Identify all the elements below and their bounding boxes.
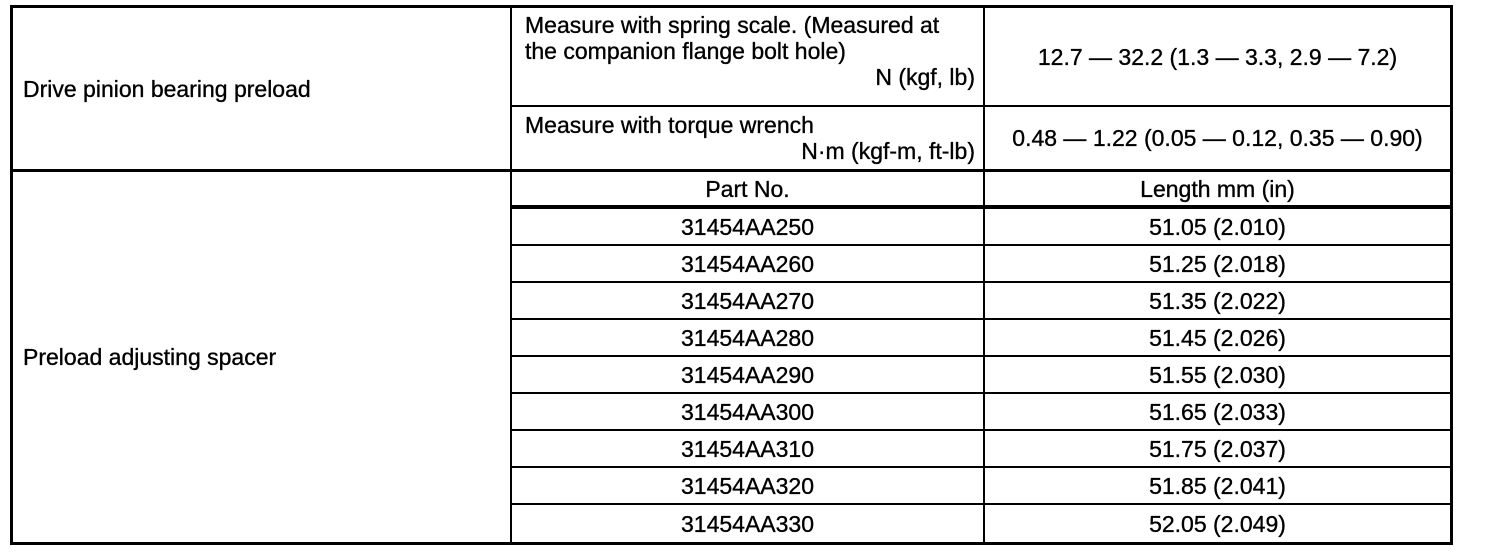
part-no-value: 31454AA300 — [680, 398, 814, 425]
length-header-text: Length mm (in) — [1140, 175, 1295, 202]
part-no-value: 31454AA310 — [680, 435, 814, 462]
spring-scale-value: 12.7 — 32.2 (1.3 — 3.3, 2.9 — 7.2) — [1037, 43, 1398, 70]
torque-wrench-unit: N·m (kgf-m, ft-lb) — [801, 138, 975, 164]
column-header-length: Length mm (in) — [985, 172, 1450, 209]
table-row-length: 51.65 (2.033) — [985, 394, 1450, 431]
table-row-part-no: 31454AA330 — [512, 505, 985, 542]
length-value: 51.85 (2.041) — [1149, 472, 1286, 499]
part-no-value: 31454AA250 — [680, 213, 814, 240]
torque-wrench-method-cell: Measure with torque wrench N·m (kgf-m, f… — [512, 107, 985, 172]
table-row-length: 51.05 (2.010) — [985, 209, 1450, 246]
torque-wrench-method-line1: Measure with torque wrench — [525, 112, 814, 138]
spring-scale-method-line2: the companion flange bolt hole) — [525, 38, 846, 64]
preload-spacer-label-text: Preload adjusting spacer — [23, 344, 277, 370]
length-value: 51.65 (2.033) — [1149, 398, 1286, 425]
torque-wrench-value: 0.48 — 1.22 (0.05 — 0.12, 0.35 — 0.90) — [1012, 125, 1423, 151]
row-label-preload-adjusting-spacer: Preload adjusting spacer — [13, 172, 512, 542]
torque-wrench-value-cell: 0.48 — 1.22 (0.05 — 0.12, 0.35 — 0.90) — [985, 107, 1450, 172]
table-row-part-no: 31454AA290 — [512, 357, 985, 394]
table-row-part-no: 31454AA250 — [512, 209, 985, 246]
spring-scale-value-cell: 12.7 — 32.2 (1.3 — 3.3, 2.9 — 7.2) — [985, 8, 1450, 107]
length-value: 51.05 (2.010) — [1149, 213, 1286, 240]
specification-table: Drive pinion bearing preload Measure wit… — [10, 5, 1453, 545]
table-row-part-no: 31454AA300 — [512, 394, 985, 431]
spring-scale-method-cell: Measure with spring scale. (Measured at … — [512, 8, 985, 107]
table-row-length: 51.75 (2.037) — [985, 431, 1450, 468]
spring-scale-method-line1: Measure with spring scale. (Measured at — [525, 12, 940, 38]
table-row-part-no: 31454AA260 — [512, 246, 985, 283]
part-no-value: 31454AA320 — [680, 472, 814, 499]
part-no-value: 31454AA260 — [680, 250, 814, 277]
length-value: 51.35 (2.022) — [1149, 287, 1286, 314]
table-row-length: 51.55 (2.030) — [985, 357, 1450, 394]
part-no-value: 31454AA280 — [680, 324, 814, 351]
length-value: 51.55 (2.030) — [1149, 361, 1286, 388]
table-row-length: 52.05 (2.049) — [985, 505, 1450, 542]
row-label-drive-pinion-bearing-preload: Drive pinion bearing preload — [13, 8, 512, 172]
table-row-part-no: 31454AA310 — [512, 431, 985, 468]
table-row-length: 51.35 (2.022) — [985, 283, 1450, 320]
table-row-length: 51.45 (2.026) — [985, 320, 1450, 357]
table-row-part-no: 31454AA270 — [512, 283, 985, 320]
part-no-value: 31454AA290 — [680, 361, 814, 388]
table-row-part-no: 31454AA280 — [512, 320, 985, 357]
part-no-value: 31454AA330 — [680, 510, 814, 537]
table-row-length: 51.25 (2.018) — [985, 246, 1450, 283]
drive-pinion-label-text: Drive pinion bearing preload — [23, 75, 311, 102]
part-no-header-text: Part No. — [705, 175, 790, 202]
column-header-part-no: Part No. — [512, 172, 985, 209]
length-value: 51.45 (2.026) — [1149, 324, 1286, 351]
table-row-length: 51.85 (2.041) — [985, 468, 1450, 505]
table-row-part-no: 31454AA320 — [512, 468, 985, 505]
length-value: 51.25 (2.018) — [1149, 250, 1286, 277]
length-value: 51.75 (2.037) — [1149, 435, 1286, 462]
spring-scale-unit: N (kgf, lb) — [875, 64, 975, 90]
length-value: 52.05 (2.049) — [1149, 510, 1286, 537]
part-no-value: 31454AA270 — [680, 287, 814, 314]
